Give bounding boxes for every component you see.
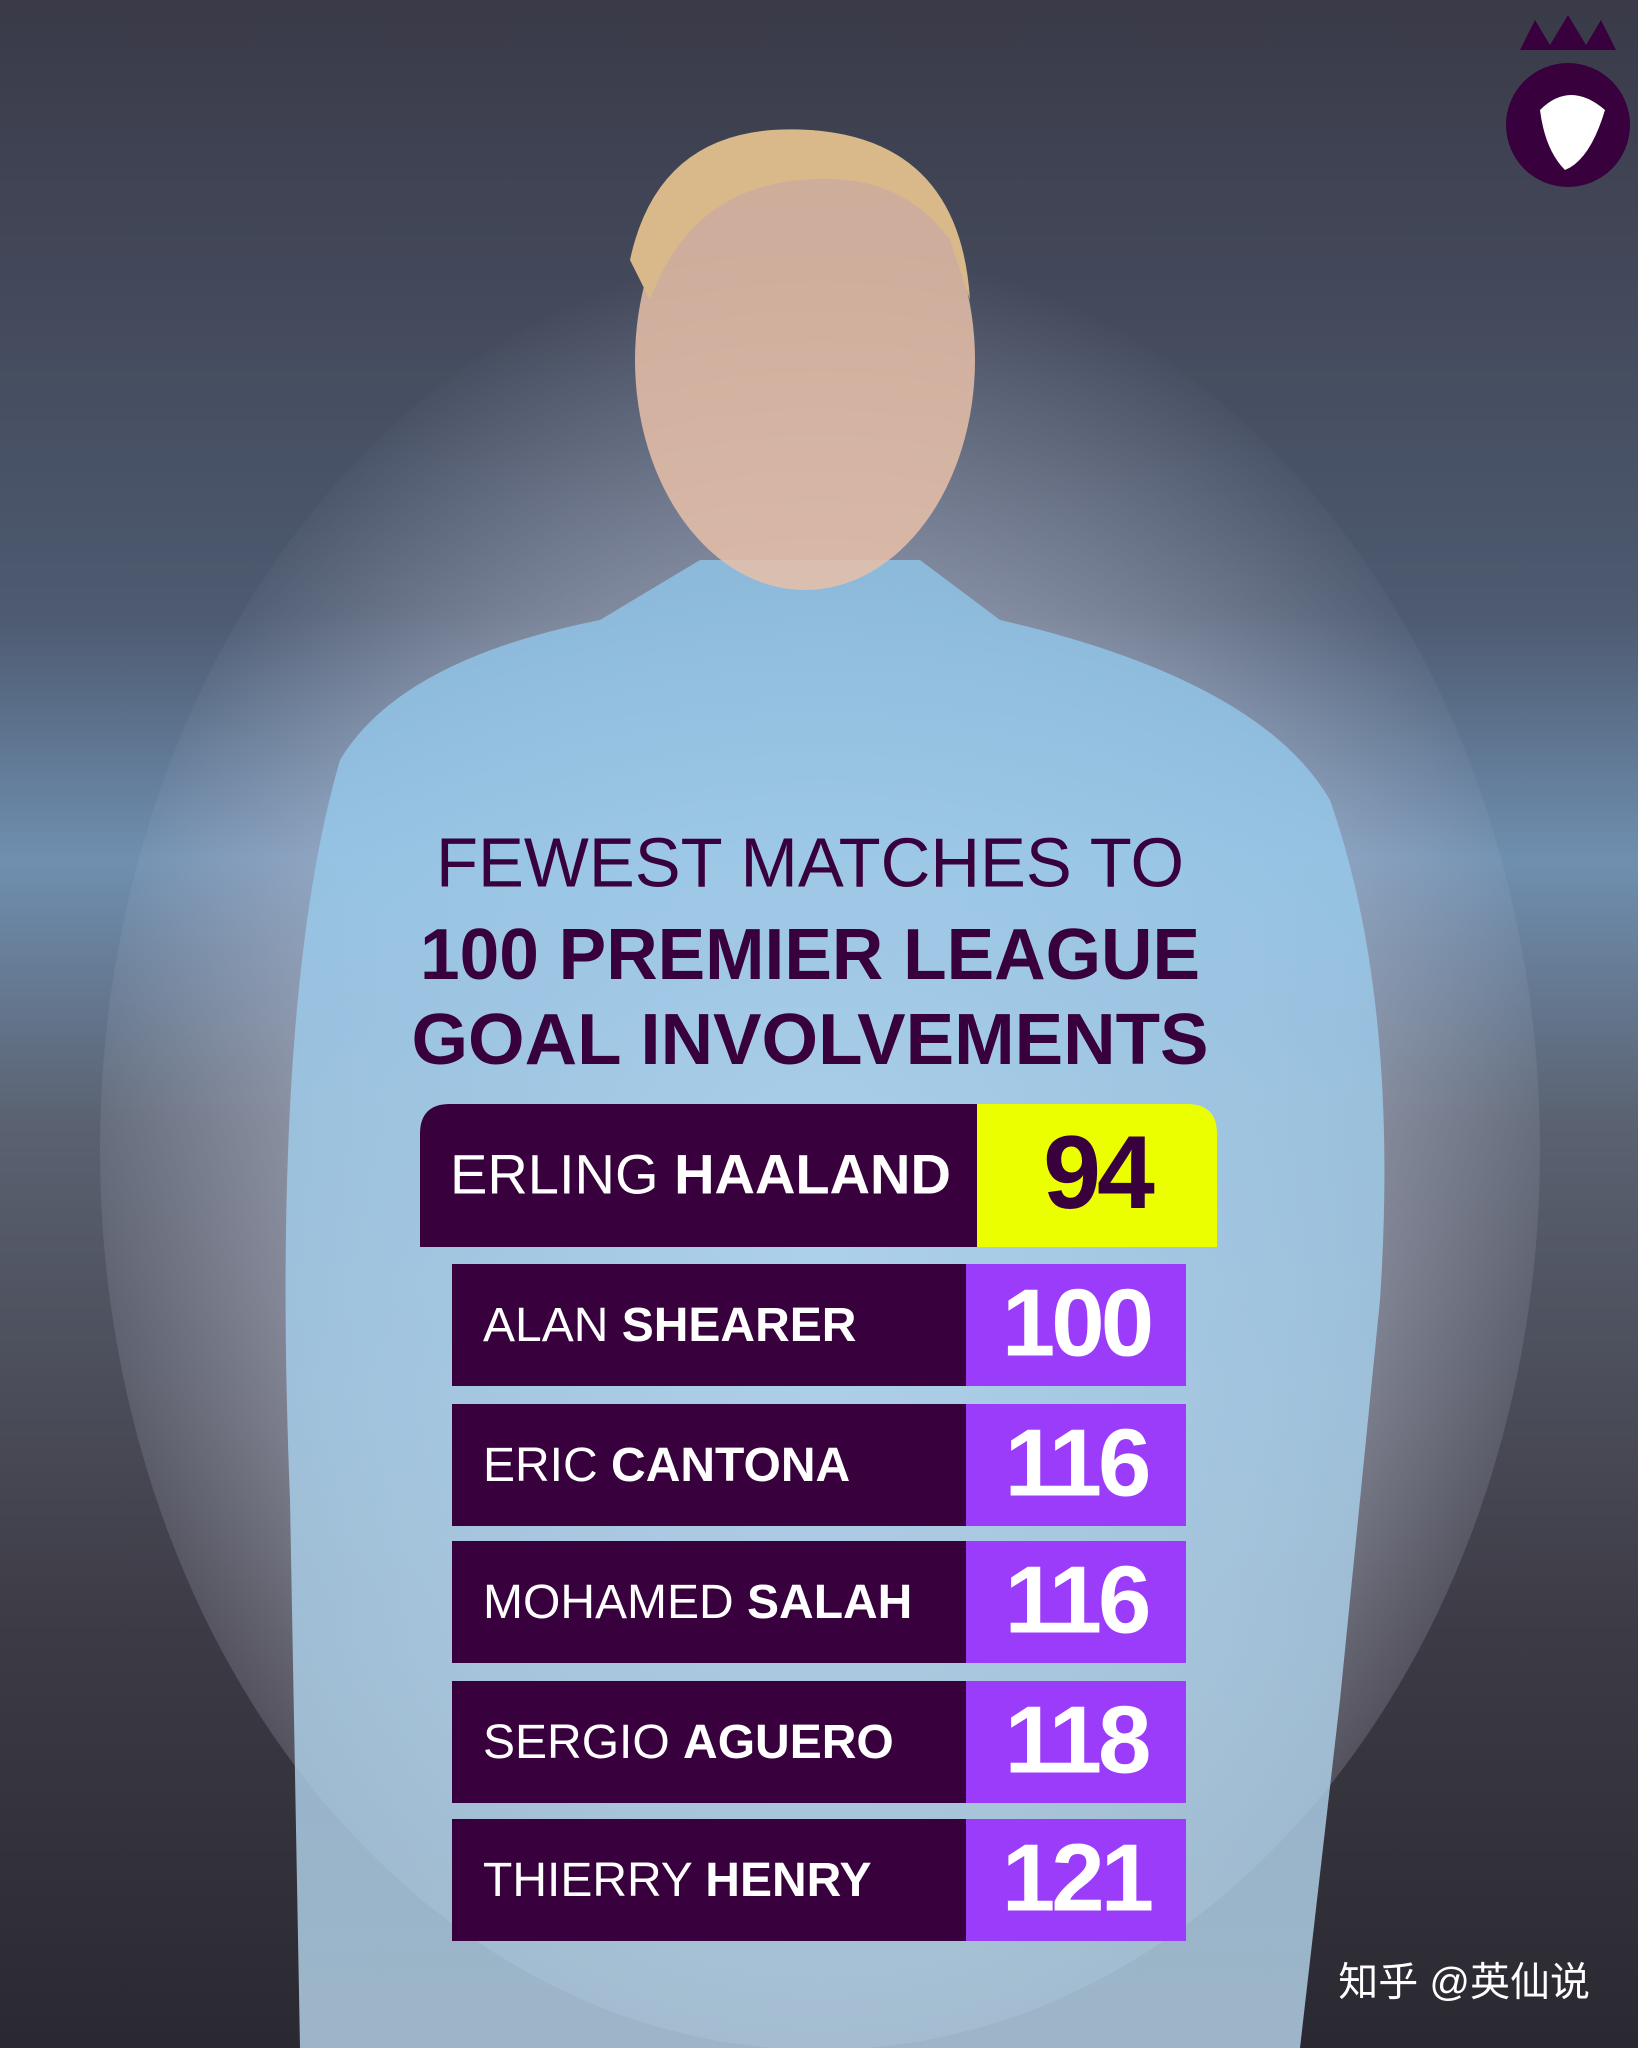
row: ERIC CANTONA 116 xyxy=(452,1404,1186,1526)
first-name: SERGIO xyxy=(483,1716,670,1769)
first-name: MOHAMED xyxy=(483,1576,734,1629)
matches: 100 xyxy=(1002,1269,1151,1376)
last-name: SALAH xyxy=(747,1576,912,1629)
row-name-box xyxy=(452,1541,966,1663)
matches: 116 xyxy=(1005,1546,1148,1653)
row-value-box xyxy=(966,1541,1186,1663)
first-name: THIERRY xyxy=(483,1854,692,1907)
title-line: 100 PREMIER LEAGUE xyxy=(420,915,1200,995)
row-value-box xyxy=(966,1404,1186,1526)
row: MOHAMED SALAH 116 xyxy=(452,1541,1186,1663)
first-name: ERIC xyxy=(483,1439,598,1492)
league-logo xyxy=(1506,15,1630,187)
row-name-box xyxy=(420,1104,977,1247)
row-value-box xyxy=(966,1264,1186,1386)
title: FEWEST MATCHES TO 100 PREMIER LEAGUEGOAL … xyxy=(412,823,1209,1080)
matches: 118 xyxy=(1005,1686,1149,1793)
row: ALAN SHEARER 100 xyxy=(452,1264,1186,1386)
row-name-box xyxy=(452,1681,966,1803)
title-line: FEWEST MATCHES TO xyxy=(436,823,1184,901)
player-name: ERLING HAALAND xyxy=(450,1142,951,1205)
player-hair xyxy=(630,129,970,300)
row-value-box xyxy=(977,1104,1217,1247)
title-line: GOAL INVOLVEMENTS xyxy=(412,1000,1209,1080)
last-name: AGUERO xyxy=(683,1716,894,1769)
matches: 116 xyxy=(1005,1409,1148,1516)
player-name: ERIC CANTONA xyxy=(483,1439,850,1492)
ranking-table: ERLING HAALAND 94 ALAN SHEARER 100 ERIC CANT… xyxy=(420,1104,1217,1941)
last-name: SHEARER xyxy=(622,1299,857,1352)
row: ERLING HAALAND 94 xyxy=(420,1104,1217,1247)
row: THIERRY HENRY 121 xyxy=(452,1819,1186,1941)
first-name: ALAN xyxy=(483,1299,608,1352)
row: SERGIO AGUERO 118 xyxy=(452,1681,1186,1803)
player-name: ALAN SHEARER xyxy=(483,1299,856,1352)
player-name: MOHAMED SALAH xyxy=(483,1576,912,1629)
row-name-box xyxy=(452,1264,966,1386)
player-name: THIERRY HENRY xyxy=(483,1854,872,1907)
matches: 94 xyxy=(1043,1115,1155,1231)
player-name: SERGIO AGUERO xyxy=(483,1716,894,1769)
first-name: ERLING xyxy=(450,1142,659,1205)
last-name: HAALAND xyxy=(674,1142,951,1205)
row-value-box xyxy=(966,1819,1186,1941)
player-head xyxy=(635,130,975,590)
row-value-box xyxy=(966,1681,1186,1803)
matches: 121 xyxy=(1002,1824,1152,1931)
last-name: HENRY xyxy=(705,1854,871,1907)
watermark: 知乎 @英仙说 xyxy=(1338,1961,1590,2005)
last-name: CANTONA xyxy=(611,1439,850,1492)
row-name-box xyxy=(452,1819,966,1941)
row-name-box xyxy=(452,1404,966,1526)
